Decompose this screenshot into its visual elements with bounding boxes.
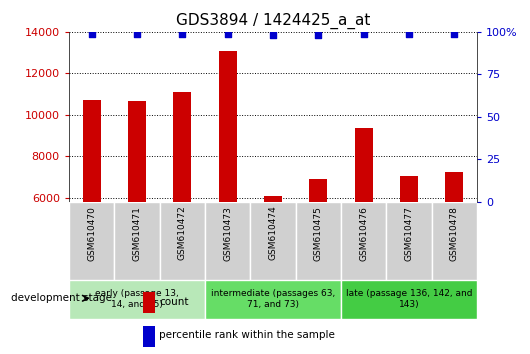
Bar [218,51,237,202]
Text: GSM610477: GSM610477 [404,206,413,261]
Bar [69,280,205,319]
Bar [264,195,282,202]
Bar [309,179,328,202]
Bar [445,172,463,202]
Title: GDS3894 / 1424425_a_at: GDS3894 / 1424425_a_at [176,13,370,29]
Bar [205,202,250,280]
Point [223,31,232,36]
Text: GSM610470: GSM610470 [87,206,96,261]
Bar [143,326,155,347]
Point [314,33,323,38]
Text: development stage: development stage [11,293,112,303]
Text: early (passage 13,
14, and 15): early (passage 13, 14, and 15) [95,290,179,309]
Text: late (passage 136, 142, and
143): late (passage 136, 142, and 143) [346,290,472,309]
Bar [296,202,341,280]
Bar [114,202,160,280]
Point [359,31,368,36]
Text: GSM610475: GSM610475 [314,206,323,261]
Text: GSM610478: GSM610478 [450,206,459,261]
Bar [386,202,431,280]
Point [132,31,141,36]
Bar [400,176,418,202]
Point [450,31,458,36]
Point [405,31,413,36]
Text: percentile rank within the sample: percentile rank within the sample [159,330,335,341]
Point [87,31,96,36]
Bar [355,128,373,202]
Bar [69,202,114,280]
Bar [128,101,146,202]
Point [269,33,277,38]
Text: GSM610476: GSM610476 [359,206,368,261]
Text: intermediate (passages 63,
71, and 73): intermediate (passages 63, 71, and 73) [211,290,335,309]
Bar [341,202,386,280]
Bar [205,280,341,319]
Bar [250,202,296,280]
Text: GSM610474: GSM610474 [269,206,277,261]
Point [178,31,187,36]
Bar [431,202,477,280]
Text: GSM610472: GSM610472 [178,206,187,261]
Bar [341,280,477,319]
Bar [143,292,155,313]
Bar [173,92,191,202]
Bar [83,100,101,202]
Bar [160,202,205,280]
Text: GSM610473: GSM610473 [223,206,232,261]
Text: GSM610471: GSM610471 [132,206,142,261]
Text: count: count [159,297,189,307]
